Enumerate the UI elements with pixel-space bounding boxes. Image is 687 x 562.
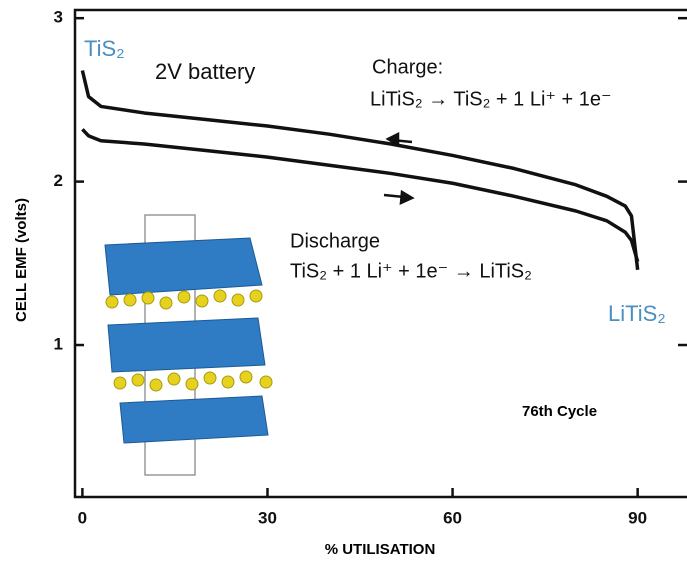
crystal-structure xyxy=(105,215,272,475)
annotation: LiTiS₂ xyxy=(608,301,666,326)
annotation: TiS₂ + 1 Li⁺ + 1e⁻ → LiTiS₂ xyxy=(290,260,532,282)
x-tick-label: 30 xyxy=(258,508,277,527)
x-tick-label: 0 xyxy=(78,508,87,527)
annotation: 76th Cycle xyxy=(522,403,597,420)
y-tick-label: 2 xyxy=(54,171,63,190)
annotation: Discharge xyxy=(290,230,380,252)
annotation: 2V battery xyxy=(155,59,255,84)
x-tick-label: 90 xyxy=(628,508,647,527)
x-tick-label: 60 xyxy=(443,508,462,527)
y-tick-label: 3 xyxy=(54,8,63,27)
annotation: Charge: xyxy=(372,56,443,78)
y-tick-label: 1 xyxy=(54,335,63,354)
annotation: LiTiS₂ → TiS₂ + 1 Li⁺ + 1e⁻ xyxy=(370,88,612,110)
annotation: TiS₂ xyxy=(84,36,125,61)
y-axis-label: CELL EMF (volts) xyxy=(13,198,30,322)
x-axis-label: % UTILISATION xyxy=(325,541,436,558)
chart: TiS₂ 2V battery Charge: LiTiS₂ → TiS₂ + … xyxy=(0,0,687,562)
